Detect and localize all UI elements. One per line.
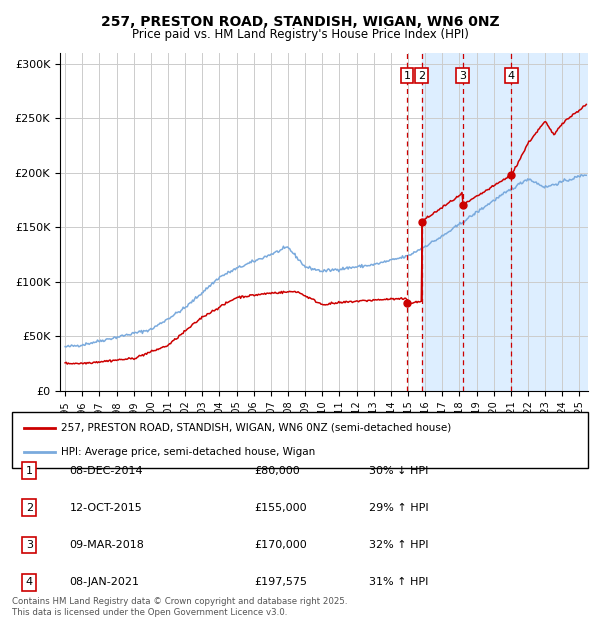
Text: 09-MAR-2018: 09-MAR-2018 xyxy=(70,540,145,550)
Text: HPI: Average price, semi-detached house, Wigan: HPI: Average price, semi-detached house,… xyxy=(61,448,315,458)
Text: 08-JAN-2021: 08-JAN-2021 xyxy=(70,577,140,587)
Text: £80,000: £80,000 xyxy=(254,466,299,476)
Text: Price paid vs. HM Land Registry's House Price Index (HPI): Price paid vs. HM Land Registry's House … xyxy=(131,28,469,41)
Text: 3: 3 xyxy=(26,540,33,550)
Text: 257, PRESTON ROAD, STANDISH, WIGAN, WN6 0NZ: 257, PRESTON ROAD, STANDISH, WIGAN, WN6 … xyxy=(101,16,499,30)
Text: 4: 4 xyxy=(26,577,33,587)
Text: 4: 4 xyxy=(508,71,515,81)
Text: 08-DEC-2014: 08-DEC-2014 xyxy=(70,466,143,476)
Text: 1: 1 xyxy=(26,466,33,476)
Text: 1: 1 xyxy=(403,71,410,81)
Text: 30% ↓ HPI: 30% ↓ HPI xyxy=(369,466,428,476)
Text: 257, PRESTON ROAD, STANDISH, WIGAN, WN6 0NZ (semi-detached house): 257, PRESTON ROAD, STANDISH, WIGAN, WN6 … xyxy=(61,423,451,433)
Text: 31% ↑ HPI: 31% ↑ HPI xyxy=(369,577,428,587)
Text: £197,575: £197,575 xyxy=(254,577,307,587)
Text: £170,000: £170,000 xyxy=(254,540,307,550)
Text: 32% ↑ HPI: 32% ↑ HPI xyxy=(369,540,428,550)
Bar xyxy=(422,53,600,391)
Text: 29% ↑ HPI: 29% ↑ HPI xyxy=(369,503,429,513)
Text: 3: 3 xyxy=(459,71,466,81)
FancyBboxPatch shape xyxy=(12,412,588,468)
Text: 2: 2 xyxy=(26,503,33,513)
Text: 2: 2 xyxy=(418,71,425,81)
Text: 12-OCT-2015: 12-OCT-2015 xyxy=(70,503,142,513)
Text: £155,000: £155,000 xyxy=(254,503,307,513)
Text: Contains HM Land Registry data © Crown copyright and database right 2025.
This d: Contains HM Land Registry data © Crown c… xyxy=(12,598,347,617)
